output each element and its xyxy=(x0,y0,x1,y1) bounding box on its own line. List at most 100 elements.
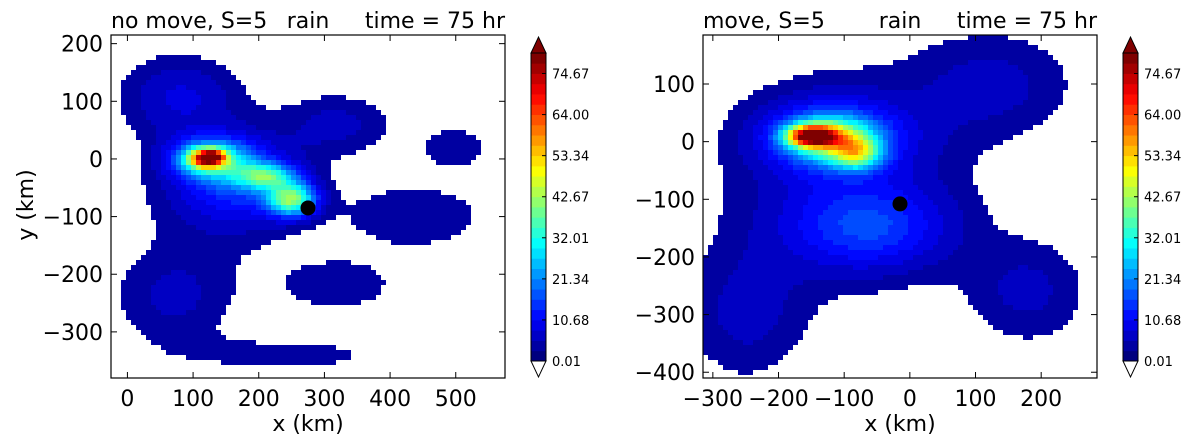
rain-cell xyxy=(823,190,828,195)
rain-cell xyxy=(798,200,803,205)
rain-cell xyxy=(146,285,151,290)
rain-cell xyxy=(306,135,311,140)
rain-cell xyxy=(201,310,206,315)
rain-cell xyxy=(206,145,211,150)
rain-cell xyxy=(311,155,316,160)
rain-cell xyxy=(326,300,331,305)
rain-cell xyxy=(783,90,788,95)
rain-cell xyxy=(973,125,978,130)
rain-cell xyxy=(171,175,176,180)
rain-cell xyxy=(226,115,231,120)
rain-cell xyxy=(838,115,843,120)
rain-cell xyxy=(196,320,201,325)
rain-cell xyxy=(326,280,331,285)
rain-cell xyxy=(281,360,286,365)
rain-cell xyxy=(968,125,973,130)
rain-cell xyxy=(988,260,993,265)
rain-cell xyxy=(141,305,146,310)
rain-cell xyxy=(226,260,231,265)
rain-cell xyxy=(446,155,451,160)
rain-cell xyxy=(1013,45,1018,50)
rain-cell xyxy=(928,265,933,270)
rain-cell xyxy=(151,80,156,85)
rain-cell xyxy=(276,155,281,160)
rain-cell xyxy=(166,175,171,180)
rain-cell xyxy=(366,275,371,280)
rain-cell xyxy=(161,255,166,260)
rain-cell xyxy=(848,85,853,90)
rain-cell xyxy=(296,180,301,185)
rain-cell xyxy=(728,195,733,200)
rain-cell xyxy=(953,180,958,185)
rain-cell xyxy=(988,255,993,260)
rain-cell xyxy=(813,205,818,210)
rain-cell xyxy=(838,200,843,205)
rain-cell xyxy=(216,300,221,305)
rain-cell xyxy=(216,75,221,80)
rain-cell xyxy=(948,70,953,75)
rain-cell xyxy=(843,205,848,210)
rain-cell xyxy=(773,205,778,210)
rain-cell xyxy=(336,295,341,300)
rain-cell xyxy=(998,75,1003,80)
rain-cell xyxy=(823,175,828,180)
rain-cell xyxy=(346,300,351,305)
rain-cell xyxy=(933,255,938,260)
rain-cell xyxy=(151,110,156,115)
rain-cell xyxy=(396,200,401,205)
rain-cell xyxy=(853,195,858,200)
rain-cell xyxy=(191,85,196,90)
rain-cell xyxy=(381,195,386,200)
rain-cell xyxy=(196,275,201,280)
rain-cell xyxy=(186,285,191,290)
rain-cell xyxy=(166,145,171,150)
rain-cell xyxy=(201,95,206,100)
rain-cell xyxy=(306,180,311,185)
rain-cell xyxy=(818,170,823,175)
rain-cell xyxy=(211,280,216,285)
rain-cell xyxy=(743,215,748,220)
rain-cell xyxy=(813,195,818,200)
rain-cell xyxy=(236,185,241,190)
rain-cell xyxy=(126,275,131,280)
rain-cell xyxy=(196,350,201,355)
rain-cell xyxy=(938,60,943,65)
rain-cell xyxy=(196,300,201,305)
rain-cell xyxy=(843,180,848,185)
rain-cell xyxy=(868,220,873,225)
rain-cell xyxy=(321,280,326,285)
rain-cell xyxy=(246,150,251,155)
colorbar-band xyxy=(531,176,546,187)
rain-cell xyxy=(808,225,813,230)
rain-cell xyxy=(968,70,973,75)
rain-cell xyxy=(763,175,768,180)
rain-cell xyxy=(161,300,166,305)
rain-cell xyxy=(266,130,271,135)
rain-cell xyxy=(903,130,908,135)
rain-cell xyxy=(788,195,793,200)
rain-cell xyxy=(226,345,231,350)
rain-cell xyxy=(868,70,873,75)
rain-cell xyxy=(1008,75,1013,80)
rain-cell xyxy=(241,155,246,160)
rain-cell xyxy=(1003,85,1008,90)
rain-cell xyxy=(346,265,351,270)
rain-cell xyxy=(828,205,833,210)
rain-cell xyxy=(166,270,171,275)
rain-cell xyxy=(316,265,321,270)
rain-cell xyxy=(151,195,156,200)
rain-cell xyxy=(141,110,146,115)
rain-cell xyxy=(171,90,176,95)
rain-cell xyxy=(903,75,908,80)
colorbar-band xyxy=(531,340,546,352)
rain-cell xyxy=(998,35,1003,40)
rain-cell xyxy=(306,265,311,270)
rain-cell xyxy=(136,70,141,75)
rain-cell xyxy=(838,245,843,250)
rain-cell xyxy=(993,110,998,115)
rain-cell xyxy=(893,110,898,115)
rain-cell xyxy=(858,110,863,115)
rain-cell xyxy=(958,80,963,85)
rain-cell xyxy=(773,165,778,170)
rain-cell xyxy=(968,150,973,155)
